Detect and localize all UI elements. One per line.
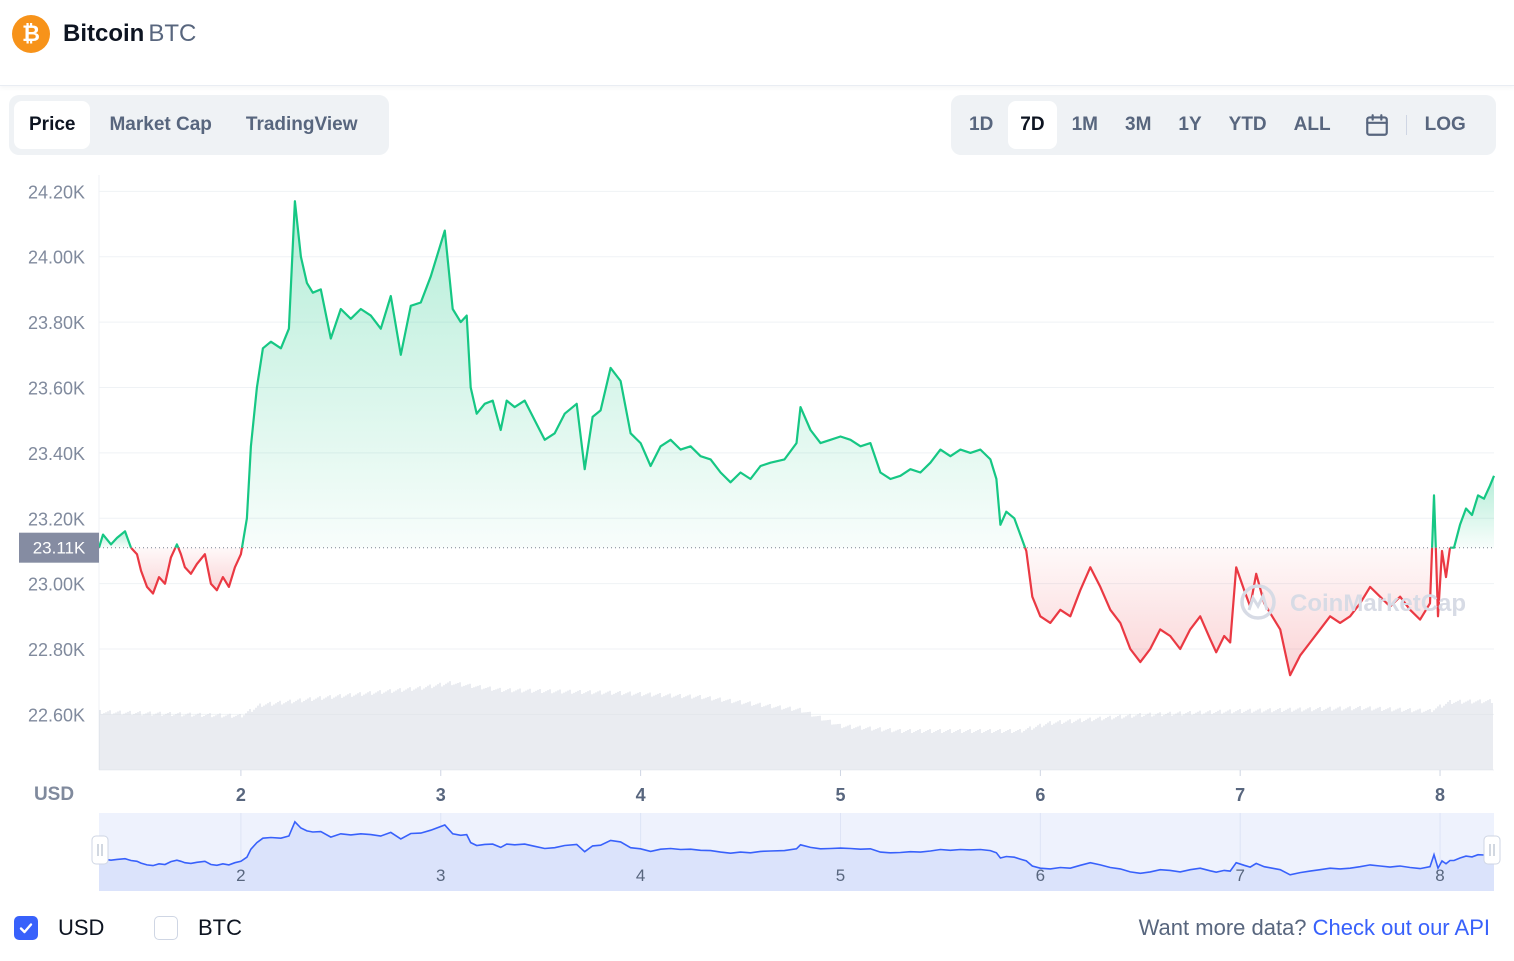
divider bbox=[1405, 115, 1407, 135]
range-3m-button[interactable]: 3M bbox=[1125, 114, 1152, 135]
area-below-reference bbox=[1025, 547, 1433, 676]
usd-label: USD bbox=[58, 915, 105, 940]
btc-checkbox[interactable] bbox=[154, 916, 178, 940]
navigator-left-handle[interactable] bbox=[91, 835, 109, 865]
volume-bars bbox=[99, 681, 1493, 770]
y-tick-label: 24.20K bbox=[28, 182, 85, 202]
log-scale-button[interactable]: LOG bbox=[1424, 114, 1466, 135]
price-line bbox=[97, 200, 1496, 677]
line-segment-up bbox=[1450, 475, 1496, 549]
currency-axis-label: USD bbox=[34, 784, 74, 805]
calendar-icon[interactable] bbox=[1354, 101, 1400, 149]
y-tick-label: 22.80K bbox=[28, 640, 85, 660]
tab-tradingview[interactable]: TradingView bbox=[245, 114, 358, 135]
reference-price-label: 23.11K bbox=[33, 539, 86, 558]
navigator-tick-label: 5 bbox=[836, 866, 845, 885]
line-segment-up bbox=[97, 530, 133, 549]
line-segment-down bbox=[130, 546, 177, 595]
coin-name: Bitcoin bbox=[63, 20, 145, 47]
range-1d-button[interactable]: 1D bbox=[969, 114, 994, 135]
line-segment-down bbox=[1024, 547, 1434, 677]
coinmarketcap-watermark: CoinMarketCap bbox=[1240, 584, 1466, 620]
bitcoin-icon: ₿ bbox=[12, 15, 50, 53]
page-header: ₿ Bitcoin BTC bbox=[0, 0, 1514, 86]
api-promo: Want more data? Check out our API bbox=[1139, 915, 1490, 941]
range-all-button[interactable]: ALL bbox=[1293, 114, 1331, 135]
check-icon bbox=[19, 923, 33, 934]
x-tick-label: 4 bbox=[636, 785, 646, 805]
y-tick-label: 24.00K bbox=[28, 248, 85, 268]
reference-price-marker: 23.11K bbox=[19, 532, 1494, 563]
y-tick-label: 23.60K bbox=[28, 379, 85, 399]
x-tick-label: 8 bbox=[1435, 785, 1445, 805]
area-above-reference bbox=[1450, 475, 1494, 548]
line-segment-down bbox=[1434, 547, 1452, 618]
x-tick-label: 5 bbox=[835, 785, 845, 805]
range-navigator[interactable]: 2 3 4 5 6 7 8 bbox=[91, 813, 1501, 891]
line-segment-up bbox=[240, 200, 1027, 549]
x-tick-label: 7 bbox=[1235, 785, 1245, 805]
x-axis: USD 2 3 4 5 6 7 8 bbox=[34, 770, 1445, 805]
price-chart[interactable]: CoinMarketCap 22.60K22.80K23.00K23.20K23… bbox=[0, 160, 1514, 900]
tab-market-cap[interactable]: Market Cap bbox=[109, 114, 212, 135]
area-above-reference bbox=[99, 531, 131, 548]
y-tick-label: 23.40K bbox=[28, 444, 85, 464]
usd-checkbox[interactable] bbox=[14, 916, 38, 940]
navigator-tick-label: 3 bbox=[436, 866, 445, 885]
navigator-tick-label: 7 bbox=[1235, 866, 1244, 885]
navigator-area bbox=[99, 821, 1494, 891]
usd-toggle[interactable]: USD bbox=[14, 915, 104, 941]
svg-text:CoinMarketCap: CoinMarketCap bbox=[1290, 590, 1466, 617]
navigator-right-handle[interactable] bbox=[1483, 835, 1501, 865]
area-below-reference bbox=[1435, 547, 1450, 617]
navigator-tick-label: 4 bbox=[636, 866, 645, 885]
range-ytd-button[interactable]: YTD bbox=[1228, 114, 1267, 135]
y-tick-label: 23.80K bbox=[28, 313, 85, 333]
btc-label: BTC bbox=[198, 915, 242, 940]
area-above-reference bbox=[242, 201, 1026, 548]
navigator-tick-label: 8 bbox=[1435, 866, 1444, 885]
api-prompt: Want more data? bbox=[1138, 915, 1307, 940]
time-range-tabs: 1D 7D 1M 3M 1Y YTD ALL LOG bbox=[951, 95, 1496, 155]
line-segment-up bbox=[174, 543, 180, 549]
x-tick-label: 2 bbox=[236, 785, 246, 805]
coin-symbol: BTC bbox=[148, 20, 197, 47]
y-tick-label: 22.60K bbox=[28, 705, 85, 725]
navigator-tick-label: 2 bbox=[236, 866, 245, 885]
range-7d-button[interactable]: 7D bbox=[1008, 101, 1057, 149]
reference-badge bbox=[19, 532, 99, 563]
y-axis: 22.60K 22.80K 23.00K 23.20K 23.40K 23.60K 23.8… bbox=[28, 182, 85, 725]
navigator-line bbox=[98, 820, 1495, 876]
line-segment-up bbox=[1431, 494, 1437, 548]
range-1y-button[interactable]: 1Y bbox=[1178, 114, 1202, 135]
price-area-fill bbox=[99, 201, 1494, 676]
btc-toggle[interactable]: BTC bbox=[154, 915, 242, 941]
y-tick-label: 23.00K bbox=[28, 575, 85, 595]
navigator-tick-label: 6 bbox=[1036, 866, 1045, 885]
api-link[interactable]: Check out our API bbox=[1312, 915, 1490, 940]
range-1m-button[interactable]: 1M bbox=[1071, 114, 1098, 135]
x-tick-label: 3 bbox=[436, 785, 446, 805]
area-below-reference bbox=[178, 547, 242, 591]
coin-title: Bitcoin BTC bbox=[63, 20, 196, 48]
x-tick-label: 6 bbox=[1035, 785, 1045, 805]
tab-price[interactable]: Price bbox=[14, 101, 91, 149]
line-segment-down bbox=[177, 547, 244, 592]
y-tick-label: 23.20K bbox=[28, 509, 85, 529]
chart-type-tabs: Price Market Cap TradingView bbox=[9, 95, 389, 155]
